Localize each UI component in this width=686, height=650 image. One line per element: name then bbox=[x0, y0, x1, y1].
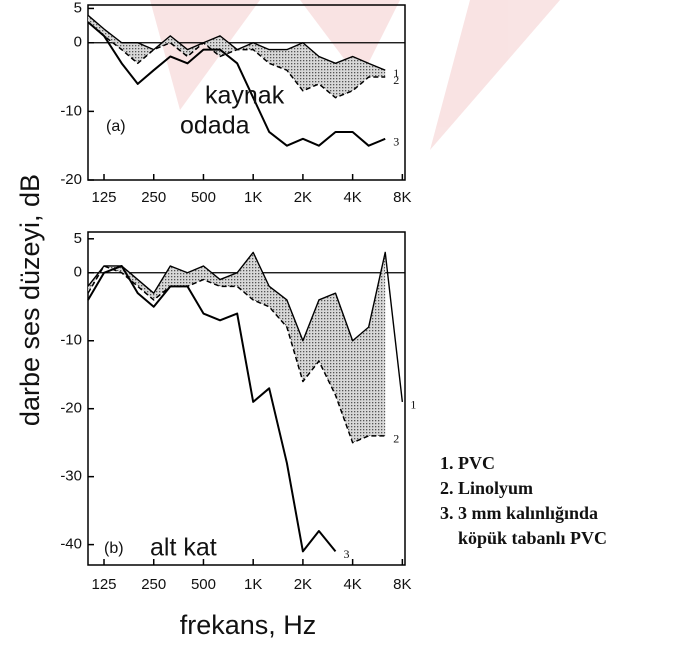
x-tick-label: 500 bbox=[191, 189, 216, 206]
x-tick-label: 2K bbox=[294, 189, 312, 206]
series-line bbox=[87, 265, 386, 444]
series-line bbox=[87, 21, 386, 147]
shaded-region bbox=[88, 252, 386, 443]
annotation: (a) bbox=[106, 118, 126, 135]
y-tick-label: -10 bbox=[60, 102, 82, 119]
y-tick-label: -40 bbox=[60, 536, 82, 553]
annotation: kaynak bbox=[205, 82, 285, 110]
x-tick-label: 8K bbox=[393, 576, 411, 593]
y-tick-label: -30 bbox=[60, 468, 82, 485]
y-tick-label: 5 bbox=[74, 0, 82, 16]
y-tick-label: -20 bbox=[60, 400, 82, 417]
legend-item: 2. Linolyum bbox=[440, 478, 533, 498]
x-tick-label: 250 bbox=[141, 189, 166, 206]
legend-item: köpük tabanlı PVC bbox=[458, 528, 607, 548]
x-tick-label: 8K bbox=[393, 189, 411, 206]
series-end-label: 2 bbox=[393, 73, 399, 87]
series-end-label: 3 bbox=[393, 135, 399, 149]
y-axis-label: darbe ses düzeyi, dB bbox=[15, 174, 45, 426]
plot-frame bbox=[87, 4, 406, 181]
series-end-label: 1 bbox=[410, 398, 416, 412]
legend-item: 1. PVC bbox=[440, 453, 495, 473]
y-tick-label: -20 bbox=[60, 171, 82, 188]
x-tick-label: 4K bbox=[343, 576, 361, 593]
series-line bbox=[87, 251, 404, 402]
x-tick-label: 125 bbox=[91, 189, 116, 206]
x-tick-label: 250 bbox=[141, 576, 166, 593]
x-tick-label: 125 bbox=[91, 576, 116, 593]
annotation: (b) bbox=[104, 540, 124, 557]
x-tick-label: 500 bbox=[191, 576, 216, 593]
annotation: odada bbox=[180, 112, 250, 140]
x-tick-label: 2K bbox=[294, 576, 312, 593]
x-tick-label: 1K bbox=[244, 189, 262, 206]
series-line bbox=[87, 21, 386, 99]
series-end-label: 2 bbox=[393, 432, 399, 446]
series-end-label: 3 bbox=[343, 547, 349, 561]
x-tick-label: 4K bbox=[343, 189, 361, 206]
series-end-label: 1 bbox=[393, 66, 399, 80]
series-line bbox=[87, 264, 337, 553]
plot-frame bbox=[87, 231, 406, 566]
watermark bbox=[150, 0, 560, 150]
annotation: alt kat bbox=[150, 534, 217, 562]
y-tick-label: 0 bbox=[74, 34, 82, 51]
y-tick-label: -10 bbox=[60, 332, 82, 349]
shaded-region bbox=[88, 15, 386, 98]
y-tick-label: 5 bbox=[74, 230, 82, 247]
x-axis-label: frekans, Hz bbox=[180, 610, 317, 640]
y-tick-label: 0 bbox=[74, 264, 82, 281]
x-tick-label: 1K bbox=[244, 576, 262, 593]
legend-item: 3. 3 mm kalınlığında bbox=[440, 503, 598, 523]
